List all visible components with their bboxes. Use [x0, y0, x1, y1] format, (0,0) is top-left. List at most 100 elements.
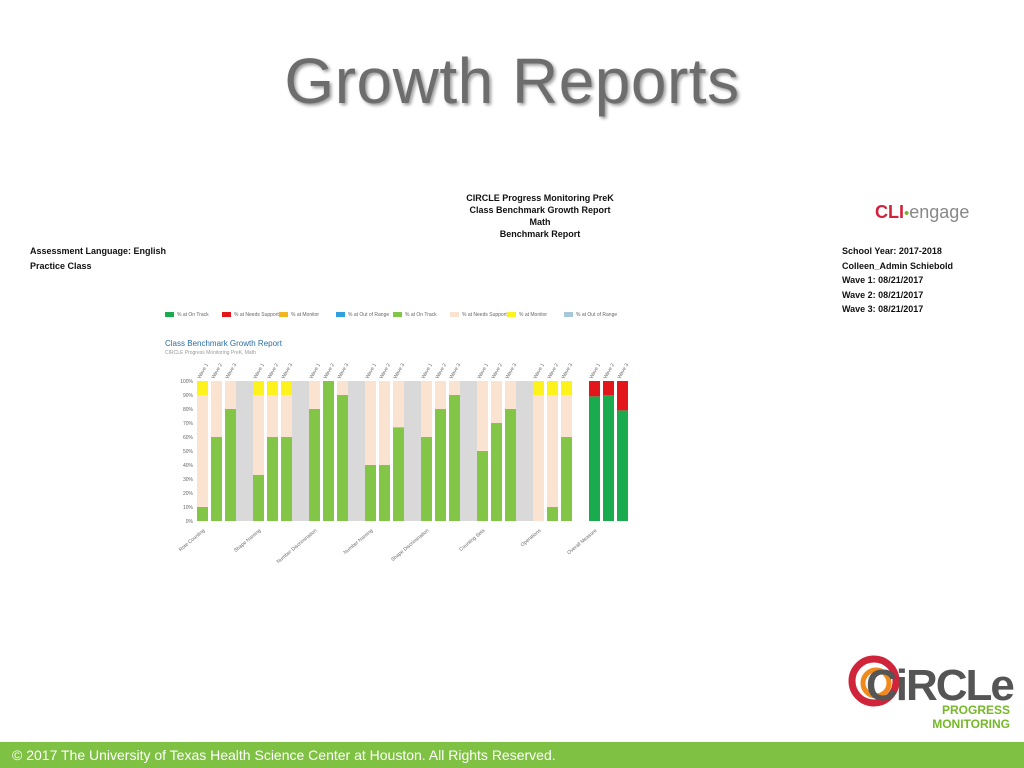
wave-label: Wave 1 [253, 362, 267, 380]
bar-monitor [547, 381, 558, 395]
wave-3-date: Wave 3: 08/21/2017 [842, 304, 924, 314]
category-label: Overall Measure [566, 528, 598, 556]
report-header-line: CIRCLE Progress Monitoring PreK [466, 193, 614, 203]
brand-dots-icon: • [904, 205, 910, 222]
bar-needs-support [281, 395, 292, 437]
bar-on-track [267, 437, 278, 521]
bar-needs-support [603, 381, 614, 395]
bar-needs-support [491, 381, 502, 423]
wave-label: Wave 1 [533, 362, 547, 380]
y-tick-label: 40% [183, 463, 194, 469]
wave-1-date: Wave 1: 08/21/2017 [842, 275, 924, 285]
category-label: Operations [520, 528, 543, 549]
bar-on-track [449, 395, 460, 521]
legend-swatch [393, 312, 402, 318]
bar-needs-support [393, 381, 404, 428]
legend-label: % at Monitor [291, 312, 320, 318]
bar-needs-support [225, 381, 236, 409]
bar-on-track [589, 396, 600, 521]
group-separator-band [460, 381, 477, 521]
group-separator-band [292, 381, 309, 521]
bar-on-track [617, 410, 628, 521]
bar-on-track [603, 395, 614, 521]
bar-monitor [253, 381, 264, 395]
wave-label: Wave 2 [379, 362, 393, 380]
bar-needs-support [365, 381, 376, 465]
report-header-line: Benchmark Report [499, 229, 581, 239]
wave-label: Wave 3 [449, 362, 463, 380]
bar-monitor [533, 381, 544, 395]
wave-label: Wave 1 [365, 362, 379, 380]
legend-item: % at Needs Support [222, 312, 279, 318]
report-header-line: Class Benchmark Growth Report [469, 205, 611, 215]
y-tick-label: 20% [183, 491, 194, 497]
group-separator-band [404, 381, 421, 521]
legend-label: % at Monitor [519, 312, 548, 318]
bar-needs-support [435, 381, 446, 409]
bar-needs-support [505, 381, 516, 409]
bar-needs-support [379, 381, 390, 465]
group-separator-band [516, 381, 533, 521]
bar-on-track [491, 423, 502, 521]
y-tick-label: 30% [183, 477, 194, 483]
bar-monitor [281, 381, 292, 395]
bar-needs-support [309, 381, 320, 409]
bar-on-track [477, 451, 488, 521]
cli-engage-logo: CLI•engage [875, 202, 969, 223]
wave-label: Wave 2 [491, 362, 505, 380]
copyright-text: © 2017 The University of Texas Health Sc… [12, 747, 556, 763]
y-tick-label: 100% [180, 379, 193, 385]
logo-line2: MONITORING [932, 717, 1010, 731]
logo-ring-red [848, 655, 900, 707]
category-label: Shape Naming [233, 528, 262, 554]
bar-needs-support [267, 395, 278, 437]
bar-needs-support [197, 395, 208, 507]
bar-needs-support [337, 381, 348, 395]
legend-label: % at On Track [405, 312, 437, 318]
bar-on-track [225, 409, 236, 521]
wave-label: Wave 2 [547, 362, 561, 380]
bar-on-track [505, 409, 516, 521]
category-label: Shape Discrimination [390, 528, 430, 563]
wave-label: Wave 1 [421, 362, 435, 380]
legend-item: % at On Track [393, 312, 437, 318]
brand-part1: CLI [875, 202, 904, 222]
legend-swatch [450, 312, 459, 318]
legend-item: % at Out of Range [564, 312, 617, 318]
legend-item: % at On Track [165, 312, 209, 318]
wave-label: Wave 2 [267, 362, 281, 380]
chart-subtitle: CIRCLE Progress Monitoring PreK, Math [165, 350, 256, 356]
y-tick-label: 0% [186, 519, 194, 525]
footer-bar: © 2017 The University of Texas Health Sc… [0, 742, 1024, 768]
wave-label: Wave 3 [505, 362, 519, 380]
category-label: Number Naming [343, 528, 375, 556]
y-tick-label: 60% [183, 435, 194, 441]
bar-on-track [421, 437, 432, 521]
wave-label: Wave 2 [603, 362, 617, 380]
bar-on-track [197, 507, 208, 521]
bar-needs-support [211, 381, 222, 437]
wave-label: Wave 3 [225, 362, 239, 380]
bar-needs-support [421, 381, 432, 437]
legend-swatch [165, 312, 174, 318]
bar-needs-support [561, 395, 572, 437]
bar-on-track [309, 409, 320, 521]
bar-on-track [547, 507, 558, 521]
legend-swatch [564, 312, 573, 318]
wave-label: Wave 3 [337, 362, 351, 380]
legend-label: % at Needs Support [462, 312, 507, 318]
wave-label: Wave 2 [211, 362, 225, 380]
class-info: Assessment Language: English Practice Cl… [30, 244, 166, 274]
bar-monitor [561, 381, 572, 395]
bar-on-track [561, 437, 572, 521]
report-header-line: Math [529, 217, 551, 227]
wave-label: Wave 1 [309, 362, 323, 380]
y-tick-label: 70% [183, 421, 194, 427]
assessment-language: Assessment Language: English [30, 246, 167, 256]
chart-title: Class Benchmark Growth Report [165, 339, 282, 348]
slide-title: Growth Reports [284, 45, 740, 117]
legend-label: % at On Track [177, 312, 209, 318]
legend-item: % at Needs Support [450, 312, 507, 318]
bar-needs-support [589, 381, 600, 397]
